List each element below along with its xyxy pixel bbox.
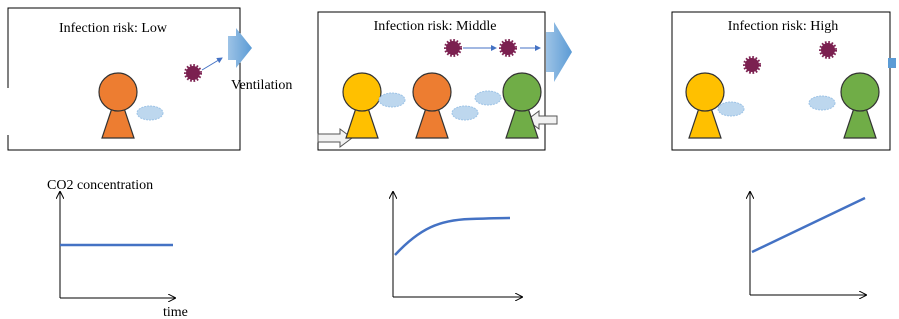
person-body: [346, 108, 378, 138]
virus: [745, 58, 759, 72]
person-head: [503, 73, 541, 111]
co2-curve: [752, 198, 865, 252]
panel-title: Infection risk: High: [728, 19, 838, 34]
virus: [821, 43, 835, 57]
y-axis-label: CO2 concentration: [47, 178, 153, 193]
x-axis-label: time: [163, 305, 188, 319]
ventilation-arrow: [228, 28, 252, 68]
person-body: [102, 108, 134, 138]
person-head: [99, 73, 137, 111]
breath-cloud: [809, 96, 835, 110]
person-body: [416, 108, 448, 138]
virus: [501, 41, 515, 55]
virus: [446, 41, 460, 55]
virus: [186, 66, 200, 80]
person-head: [841, 73, 879, 111]
diagram: Infection risk: Low Infection risk: Midd…: [0, 0, 899, 319]
person-body: [506, 108, 538, 138]
ventilation-label: Ventilation: [231, 78, 292, 93]
person-body: [689, 108, 721, 138]
person-body: [844, 108, 876, 138]
breath-cloud: [475, 91, 501, 105]
panel-title: Infection risk: Low: [59, 21, 168, 36]
ventilation-arrow: [546, 22, 572, 82]
breath-cloud: [379, 93, 405, 107]
virus-flow-arrow: [202, 58, 222, 70]
ventilation-arrow: [888, 58, 896, 68]
co2-curve: [395, 218, 510, 255]
person-head: [343, 73, 381, 111]
breath-cloud: [452, 106, 478, 120]
breath-cloud: [137, 106, 163, 120]
person-head: [686, 73, 724, 111]
panel-title: Infection risk: Middle: [374, 19, 497, 34]
breath-cloud: [718, 102, 744, 116]
person-head: [413, 73, 451, 111]
